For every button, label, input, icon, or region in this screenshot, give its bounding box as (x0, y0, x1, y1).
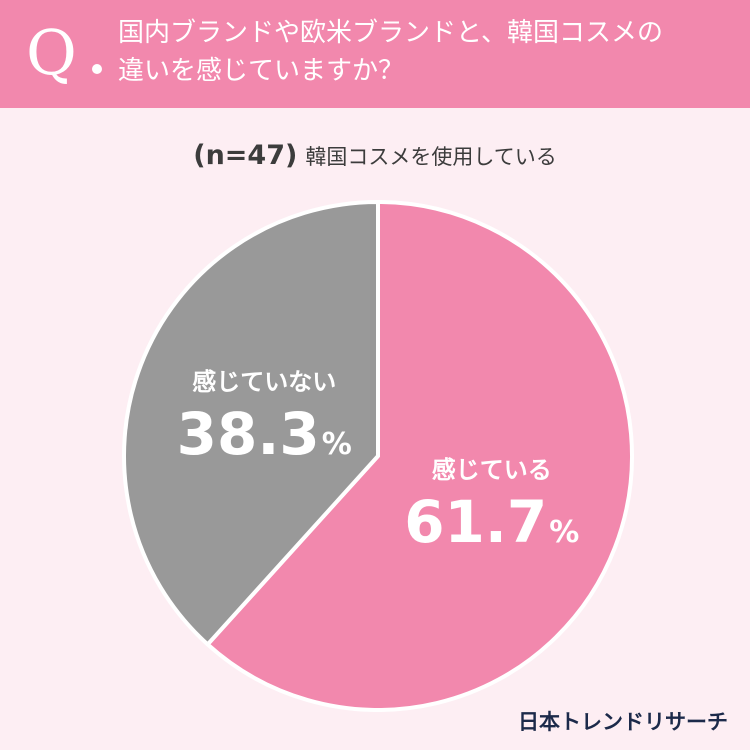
question-dot-icon (92, 64, 102, 74)
pie-slice-feel-difference (205, 200, 634, 712)
question-header: Q 国内ブランドや欧米ブランドと、韓国コスメの 違いを感じていますか？ (0, 0, 750, 108)
question-text: 国内ブランドや欧米ブランドと、韓国コスメの 違いを感じていますか？ (118, 14, 718, 90)
pie-value-not-feel-difference: 38.3% (177, 400, 352, 468)
pie-label-not-feel-difference: 感じていない (192, 368, 336, 396)
pie-slice-not-feel-difference (122, 200, 380, 647)
pie-label-feel-difference: 感じている (432, 456, 552, 484)
sample-size: (n=47) (193, 140, 298, 171)
question-line-1: 国内ブランドや欧米ブランドと、韓国コスメの (118, 18, 663, 48)
question-q-mark: Q (26, 16, 77, 89)
sample-segment: 韓国コスメを使用している (305, 145, 557, 169)
sample-info: (n=47) 韓国コスメを使用している (0, 140, 750, 171)
brand-logo: 日本トレンドリサーチ (518, 710, 728, 734)
question-line-2: 違いを感じていますか？ (118, 56, 405, 86)
pie-value-feel-difference: 61.7% (404, 488, 579, 556)
